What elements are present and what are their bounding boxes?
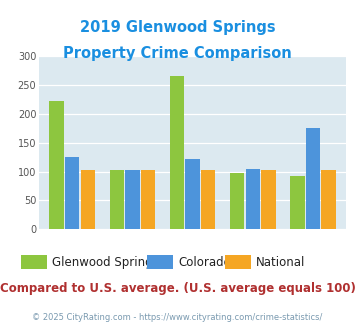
Bar [322, 170, 336, 229]
Bar [49, 101, 64, 229]
Text: Colorado: Colorado [178, 256, 231, 269]
Text: Glenwood Springs: Glenwood Springs [52, 256, 159, 269]
Bar [170, 76, 184, 229]
Bar [81, 170, 95, 229]
Text: © 2025 CityRating.com - https://www.cityrating.com/crime-statistics/: © 2025 CityRating.com - https://www.city… [32, 313, 323, 322]
Bar [110, 170, 124, 229]
Text: Property Crime Comparison: Property Crime Comparison [63, 46, 292, 61]
Text: Compared to U.S. average. (U.S. average equals 100): Compared to U.S. average. (U.S. average … [0, 282, 355, 295]
Bar [290, 176, 305, 229]
Bar [230, 173, 244, 229]
Bar [141, 170, 155, 229]
Bar [125, 170, 140, 229]
Text: 2019 Glenwood Springs: 2019 Glenwood Springs [80, 20, 275, 35]
Bar [306, 128, 320, 229]
Bar [261, 170, 275, 229]
Text: National: National [256, 256, 306, 269]
Bar [65, 157, 80, 229]
Bar [246, 169, 260, 229]
Bar [201, 170, 215, 229]
Bar [185, 159, 200, 229]
